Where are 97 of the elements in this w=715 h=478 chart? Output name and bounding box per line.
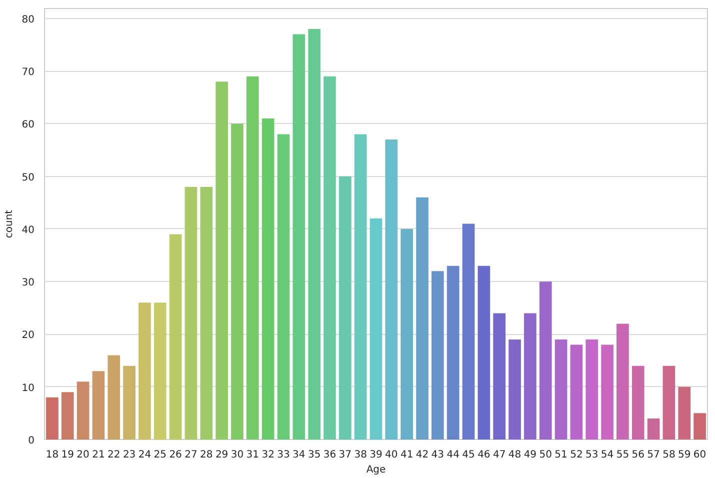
x-tick-label: 47 bbox=[492, 450, 506, 460]
x-tick-label: 58 bbox=[662, 450, 676, 460]
bar bbox=[354, 134, 367, 440]
bar bbox=[216, 82, 228, 440]
y-tick-label: 0 bbox=[28, 436, 35, 446]
y-tick-label: 50 bbox=[22, 172, 35, 184]
x-tick-label: 22 bbox=[108, 450, 120, 460]
x-tick-label: 52 bbox=[570, 450, 583, 460]
x-tick-label: 45 bbox=[462, 450, 475, 460]
x-tick-label: 59 bbox=[678, 450, 691, 460]
bar bbox=[662, 366, 676, 440]
bar bbox=[524, 313, 536, 440]
bar bbox=[694, 413, 706, 440]
bar bbox=[169, 234, 182, 440]
x-tick-label: 30 bbox=[230, 450, 244, 460]
bar bbox=[338, 176, 352, 440]
x-tick-label: 46 bbox=[478, 450, 490, 460]
x-tick-label: 40 bbox=[385, 450, 398, 460]
bar bbox=[231, 124, 244, 440]
y-axis-title: count bbox=[4, 210, 15, 238]
y-tick-label: 10 bbox=[22, 382, 35, 394]
bar bbox=[277, 134, 290, 440]
bar bbox=[570, 344, 583, 440]
x-tick-label: 36 bbox=[323, 450, 336, 460]
x-tick-label: 23 bbox=[122, 450, 136, 460]
bar bbox=[493, 313, 506, 440]
x-tick-label: 26 bbox=[169, 450, 182, 460]
bar bbox=[678, 386, 691, 440]
x-tick-label: 49 bbox=[524, 450, 537, 460]
y-tick-label: 60 bbox=[22, 120, 35, 131]
x-tick-label: 55 bbox=[616, 450, 630, 460]
x-tick-label: 21 bbox=[92, 450, 105, 460]
bar bbox=[308, 29, 320, 440]
x-tick-label: 35 bbox=[308, 450, 321, 460]
bar bbox=[632, 366, 644, 440]
bar bbox=[416, 197, 428, 440]
x-tick-label: 53 bbox=[586, 450, 598, 460]
x-tick-label: 32 bbox=[262, 450, 274, 460]
y-tick-label: 40 bbox=[22, 225, 35, 236]
x-tick-label: 44 bbox=[446, 450, 460, 460]
x-tick-label: 27 bbox=[184, 450, 198, 460]
x-tick-label: 37 bbox=[338, 450, 352, 460]
x-tick-label: 33 bbox=[277, 450, 290, 460]
y-tick-label: 20 bbox=[22, 330, 35, 342]
x-tick-label: 41 bbox=[400, 450, 414, 460]
x-tick-label: 56 bbox=[632, 450, 644, 460]
x-tick-label: 25 bbox=[154, 450, 167, 460]
bar bbox=[123, 366, 136, 440]
x-tick-label: 42 bbox=[416, 450, 429, 460]
bar bbox=[92, 371, 105, 440]
x-tick-label: 28 bbox=[200, 450, 213, 460]
bar bbox=[446, 266, 460, 440]
bar bbox=[462, 224, 475, 440]
bar bbox=[46, 397, 58, 440]
x-axis-title: Age bbox=[366, 464, 386, 476]
x-tick-label: 54 bbox=[600, 450, 614, 460]
bar bbox=[478, 266, 490, 440]
bar bbox=[138, 302, 151, 440]
bar bbox=[554, 340, 568, 440]
x-tick-label: 48 bbox=[508, 450, 522, 460]
y-tick-label: 70 bbox=[22, 67, 35, 78]
x-tick-label: 51 bbox=[554, 450, 568, 460]
x-tick-label: 60 bbox=[693, 450, 706, 460]
x-tick-label: 39 bbox=[370, 450, 382, 460]
bar bbox=[385, 140, 398, 440]
bar bbox=[324, 76, 336, 440]
x-tick-label: 31 bbox=[246, 450, 260, 460]
bar bbox=[539, 282, 552, 440]
bar bbox=[246, 76, 259, 440]
x-tick-label: 20 bbox=[76, 450, 90, 460]
x-tick-label: 29 bbox=[215, 450, 228, 460]
bar bbox=[586, 340, 598, 440]
y-tick-label: 80 bbox=[22, 14, 35, 26]
bar bbox=[616, 324, 629, 440]
x-tick-label: 50 bbox=[539, 450, 552, 460]
bar bbox=[508, 340, 521, 440]
bar bbox=[154, 302, 166, 440]
bar bbox=[76, 382, 90, 440]
bar bbox=[370, 218, 382, 440]
bar bbox=[647, 418, 660, 440]
x-tick-label: 18 bbox=[46, 450, 59, 460]
bar bbox=[61, 392, 74, 440]
bar bbox=[184, 186, 198, 440]
bar bbox=[432, 271, 444, 440]
bar bbox=[200, 186, 213, 440]
x-tick-label: 24 bbox=[138, 450, 152, 460]
bar bbox=[601, 344, 614, 440]
bar bbox=[262, 118, 274, 440]
x-tick-label: 38 bbox=[354, 450, 367, 460]
x-tick-label: 57 bbox=[647, 450, 660, 460]
y-tick-label: 30 bbox=[22, 278, 35, 289]
x-tick-label: 43 bbox=[431, 450, 444, 460]
bar bbox=[108, 355, 120, 440]
x-tick-label: 19 bbox=[61, 450, 74, 460]
bar bbox=[400, 229, 414, 440]
x-tick-label: 34 bbox=[292, 450, 306, 460]
bar bbox=[292, 34, 306, 440]
